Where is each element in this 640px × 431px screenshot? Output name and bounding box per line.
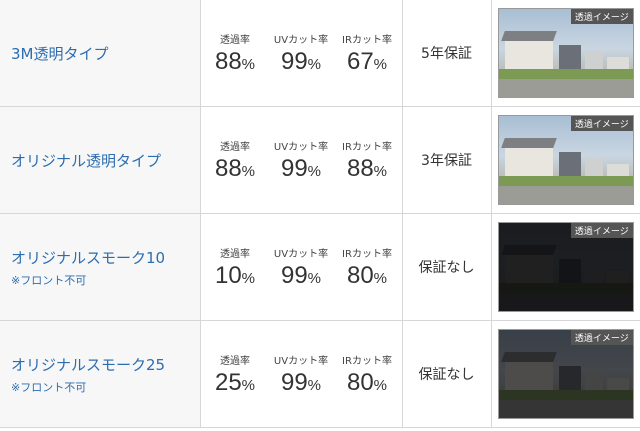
table-row: オリジナルスモーク25 ※フロント不可 透過率 25% UVカット率 99% IRカット率…	[0, 320, 640, 428]
percent-sign: %	[307, 55, 322, 73]
stat-label: UVカット率	[273, 248, 329, 260]
stat-uv: UVカット率 99%	[272, 245, 330, 290]
stat-number: 99	[280, 47, 308, 75]
stat-number: 99	[280, 154, 308, 182]
stat-value: 80%	[338, 262, 396, 290]
percent-sign: %	[241, 269, 256, 287]
table-row: オリジナル透明タイプ 透過率 88% UVカット率 99% IRカット率 88% 3年保証…	[0, 106, 640, 214]
percent-sign: %	[241, 162, 256, 180]
image-cell: 透過イメージ	[490, 320, 640, 428]
transmission-preview-image: 透過イメージ	[497, 222, 634, 312]
stat-number: 99	[280, 368, 308, 396]
image-badge: 透過イメージ	[570, 330, 633, 345]
stat-uv: UVカット率 99%	[272, 352, 330, 397]
stat-value: 99%	[272, 48, 330, 76]
stat-label: 透過率	[220, 355, 250, 367]
product-name[interactable]: オリジナル透明タイプ	[11, 151, 162, 170]
stat-value: 10%	[206, 262, 264, 290]
stat-number: 88	[346, 154, 374, 182]
stat-number: 67	[346, 47, 374, 75]
stats-cell: 透過率 25% UVカット率 99% IRカット率 80%	[199, 320, 403, 428]
stat-label: 透過率	[220, 141, 250, 153]
percent-sign: %	[307, 376, 322, 394]
stat-label: UVカット率	[273, 34, 329, 46]
image-badge: 透過イメージ	[570, 9, 633, 24]
stat-value: 99%	[272, 369, 330, 397]
stat-number: 25	[214, 368, 242, 396]
product-name[interactable]: オリジナルスモーク10	[11, 248, 166, 267]
stat-number: 88	[214, 154, 242, 182]
image-cell: 透過イメージ	[490, 213, 640, 321]
stat-number: 99	[280, 261, 308, 289]
warranty: 保証なし	[401, 213, 492, 321]
image-cell: 透過イメージ	[490, 106, 640, 214]
stat-ir: IRカット率 88%	[338, 138, 396, 183]
stat-transmittance: 透過率 25%	[206, 352, 264, 397]
stat-value: 67%	[338, 48, 396, 76]
transmission-preview-image: 透過イメージ	[497, 8, 634, 98]
percent-sign: %	[307, 162, 322, 180]
warranty: 3年保証	[401, 106, 492, 214]
percent-sign: %	[241, 376, 256, 394]
product-name-cell: オリジナルスモーク10 ※フロント不可	[0, 213, 201, 321]
product-note: ※フロント不可	[11, 380, 87, 394]
product-note: ※フロント不可	[11, 273, 87, 287]
stat-value: 80%	[338, 369, 396, 397]
product-name-cell: オリジナル透明タイプ	[0, 106, 201, 214]
stat-label: UVカット率	[273, 141, 329, 153]
stat-value: 88%	[206, 48, 264, 76]
stat-uv: UVカット率 99%	[272, 31, 330, 76]
stat-number: 88	[214, 47, 242, 75]
stat-label: IRカット率	[342, 34, 392, 46]
stat-transmittance: 透過率 88%	[206, 138, 264, 183]
stat-label: IRカット率	[342, 248, 392, 260]
stat-label: IRカット率	[342, 355, 392, 367]
stats-cell: 透過率 88% UVカット率 99% IRカット率 67%	[199, 0, 403, 107]
product-name-cell: 3M透明タイプ	[0, 0, 201, 107]
stat-label: UVカット率	[273, 355, 329, 367]
transmission-preview-image: 透過イメージ	[497, 329, 634, 419]
stats-cell: 透過率 88% UVカット率 99% IRカット率 88%	[199, 106, 403, 214]
warranty: 保証なし	[401, 320, 492, 428]
warranty: 5年保証	[401, 0, 492, 107]
stat-ir: IRカット率 80%	[338, 352, 396, 397]
stats-cell: 透過率 10% UVカット率 99% IRカット率 80%	[199, 213, 403, 321]
stat-ir: IRカット率 67%	[338, 31, 396, 76]
stat-number: 80	[346, 261, 374, 289]
percent-sign: %	[241, 55, 256, 73]
stat-number: 80	[346, 368, 374, 396]
stat-value: 99%	[272, 155, 330, 183]
stat-value: 88%	[338, 155, 396, 183]
stat-uv: UVカット率 99%	[272, 138, 330, 183]
stat-label: 透過率	[220, 34, 250, 46]
stat-label: IRカット率	[342, 141, 392, 153]
percent-sign: %	[373, 376, 388, 394]
percent-sign: %	[307, 269, 322, 287]
table-row: オリジナルスモーク10 ※フロント不可 透過率 10% UVカット率 99% IRカット率…	[0, 213, 640, 321]
stat-transmittance: 透過率 88%	[206, 31, 264, 76]
transmission-preview-image: 透過イメージ	[497, 115, 634, 205]
image-cell: 透過イメージ	[490, 0, 640, 107]
stat-value: 25%	[206, 369, 264, 397]
percent-sign: %	[373, 55, 388, 73]
percent-sign: %	[373, 162, 388, 180]
product-name[interactable]: オリジナルスモーク25	[11, 355, 166, 374]
stat-value: 88%	[206, 155, 264, 183]
product-name[interactable]: 3M透明タイプ	[11, 44, 109, 63]
stat-transmittance: 透過率 10%	[206, 245, 264, 290]
product-name-cell: オリジナルスモーク25 ※フロント不可	[0, 320, 201, 428]
image-badge: 透過イメージ	[570, 116, 633, 131]
table-row: 3M透明タイプ 透過率 88% UVカット率 99% IRカット率 67% 5年保証 透過…	[0, 0, 640, 107]
image-badge: 透過イメージ	[570, 223, 633, 238]
stat-ir: IRカット率 80%	[338, 245, 396, 290]
stat-number: 10	[214, 261, 242, 289]
percent-sign: %	[373, 269, 388, 287]
stat-label: 透過率	[220, 248, 250, 260]
stat-value: 99%	[272, 262, 330, 290]
